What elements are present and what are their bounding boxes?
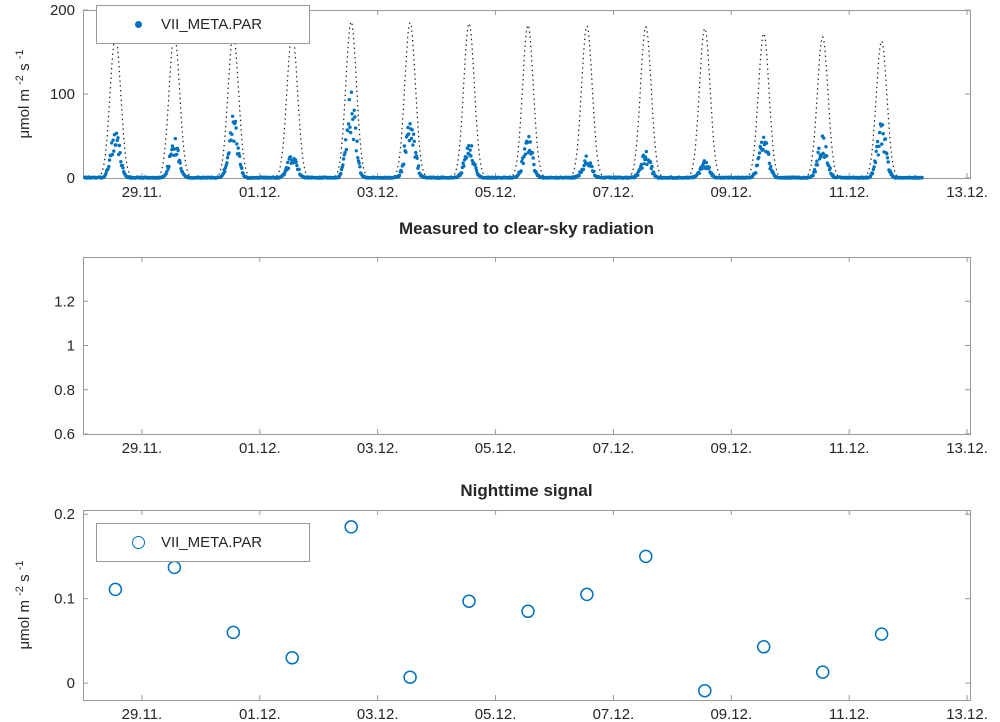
x-tick-label: 29.11.: [122, 440, 163, 457]
x-tick-label: 13.12.: [946, 184, 988, 201]
ylabel-unit-s: s: [16, 59, 33, 76]
ylabel-sup-2: -2: [14, 75, 26, 85]
panel1-legend: VII_META.PAR: [96, 5, 310, 44]
open-circle-marker-icon: [131, 536, 145, 549]
panel-3-nighttime-signal: 29.11. 01.12. 03.12. 05.12. 07.12. 09.12. 11.1…: [54, 506, 988, 722]
panel-1-par-timeseries: 29.11. 01.12. 03.12. 05.12. 07.12. 09.12. 11.1…: [50, 2, 988, 201]
panel3-title: Nighttime signal: [460, 481, 593, 500]
x-tick-label: 29.11.: [122, 184, 163, 201]
panel3-legend-label: VII_META.PAR: [161, 534, 263, 551]
panel1-legend-label: VII_META.PAR: [161, 16, 263, 33]
x-tick-label: 05.12.: [475, 184, 517, 201]
ylabel-unit-s: s: [16, 570, 33, 587]
y-tick-label: 1: [67, 338, 75, 355]
x-tick-label: 01.12.: [239, 706, 281, 722]
nighttime-point: [226, 625, 241, 640]
clear-sky-dotted-curve: [83, 20, 908, 179]
ylabel-sup-1: -1: [14, 49, 26, 60]
legend-marker-zone: [125, 21, 151, 28]
x-tick-label: 03.12.: [357, 706, 399, 722]
x-tick-label: 07.12.: [593, 184, 635, 201]
nighttime-point: [639, 549, 653, 564]
x-tick-label: 11.12.: [829, 440, 870, 457]
x-tick-label: 13.12.: [946, 440, 988, 457]
x-tick-label: 13.12.: [946, 706, 988, 722]
y-tick-label: 0: [67, 170, 75, 187]
x-tick-label: 01.12.: [239, 440, 281, 457]
y-tick-label: 0: [67, 675, 75, 692]
x-tick-label: 03.12.: [357, 184, 399, 201]
axes-box: [83, 257, 971, 435]
nighttime-point: [580, 587, 594, 602]
nighttime-point: [815, 665, 830, 679]
panel3-legend: VII_META.PAR: [96, 523, 310, 562]
nighttime-point: [344, 520, 358, 534]
y-tick-label: 200: [50, 2, 75, 19]
nighttime-point: [521, 604, 535, 619]
y-tick-label: 0.6: [54, 426, 75, 443]
x-tick-label: 01.12.: [239, 184, 281, 201]
x-tick-label: 03.12.: [357, 440, 399, 457]
nighttime-point: [874, 627, 889, 641]
y-tick-label: 0.1: [54, 591, 75, 608]
panel2-title: Measured to clear-sky radiation: [398, 219, 655, 238]
x-tick-label: 11.12.: [829, 706, 870, 722]
ylabel-unit: μmol m: [16, 84, 33, 139]
y-tick-label: 0.2: [54, 506, 75, 523]
x-tick-label: 11.12.: [829, 184, 870, 201]
y-tick-label: 1.2: [54, 293, 75, 310]
ylabel-sup-1: -1: [14, 560, 26, 571]
panel3-y-axis-label: μmol m -2 s -1: [10, 495, 33, 715]
ylabel-sup-2: -2: [14, 586, 26, 596]
nighttime-points: [108, 520, 889, 698]
axes-box: [83, 510, 971, 701]
nighttime-point: [698, 683, 712, 698]
nighttime-point: [108, 582, 123, 597]
y-tick-label: 0.8: [54, 382, 75, 399]
nighttime-point: [167, 560, 182, 575]
panel1-y-axis-label: μmol m -2 s -1: [10, 0, 33, 204]
x-tick-label: 07.12.: [593, 440, 635, 457]
x-tick-label: 05.12.: [475, 440, 517, 457]
y-tick-label: 100: [50, 86, 75, 103]
x-tick-label: 09.12.: [710, 440, 752, 457]
ylabel-unit: μmol m: [16, 595, 33, 650]
x-tick-label: 07.12.: [593, 706, 635, 722]
x-tick-label: 09.12.: [710, 706, 752, 722]
x-tick-label: 09.12.: [710, 184, 752, 201]
nighttime-point: [756, 640, 771, 654]
filled-dot-marker-icon: [134, 21, 142, 28]
nighttime-point: [462, 594, 476, 608]
x-tick-label: 29.11.: [122, 706, 163, 722]
legend-marker-zone: [125, 536, 151, 549]
nighttime-point: [403, 670, 417, 684]
measured-par-points: [83, 90, 924, 180]
x-tick-label: 05.12.: [475, 706, 517, 722]
panel-2-measured-to-clearsky-ratio: 29.11. 01.12. 03.12. 05.12. 07.12. 09.12. 11.1…: [54, 257, 988, 457]
nighttime-point: [285, 651, 299, 665]
